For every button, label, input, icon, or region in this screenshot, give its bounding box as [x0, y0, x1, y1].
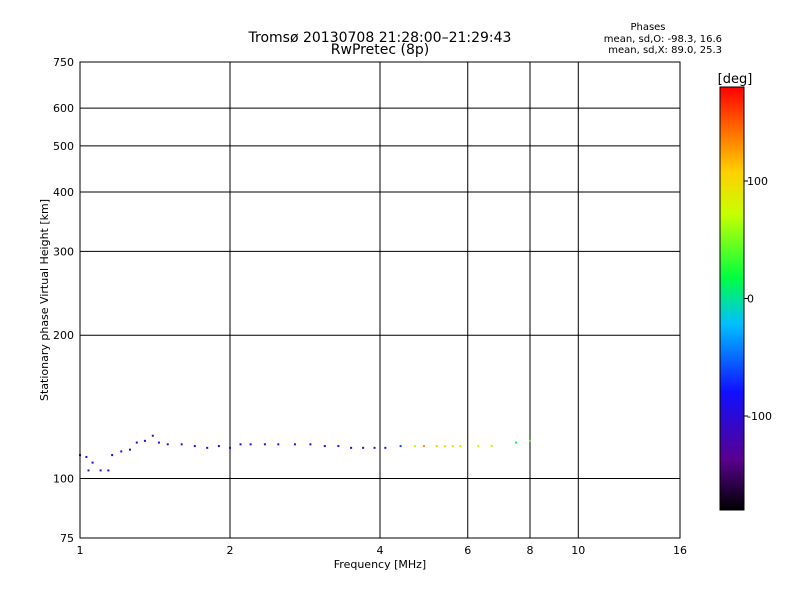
- colorbar-tick-label: 0: [747, 293, 754, 306]
- y-axis: 75 100 200 300 400 500 600 750: [53, 56, 74, 545]
- y-axis-label: Stationary phase Virtual Height [km]: [38, 199, 51, 401]
- data-point: [443, 445, 446, 448]
- data-points: [79, 434, 531, 472]
- colorbar-label: [deg]: [718, 72, 753, 87]
- x-axis-label: Frequency [MHz]: [334, 558, 426, 571]
- data-point: [143, 439, 146, 442]
- data-point: [91, 461, 94, 464]
- y-tick-label: 400: [53, 186, 74, 199]
- data-point: [107, 469, 110, 472]
- data-point: [422, 445, 425, 448]
- data-point: [111, 454, 114, 457]
- x-tick-label: 6: [464, 544, 471, 557]
- phases-heading: Phases: [630, 22, 665, 33]
- data-point: [293, 443, 296, 446]
- data-point: [384, 446, 387, 449]
- data-point: [135, 441, 138, 444]
- phases-mean-o: mean, sd,O: -98.3, 16.6: [604, 34, 722, 45]
- y-tick-label: 500: [53, 140, 74, 153]
- y-tick-label: 600: [53, 102, 74, 115]
- data-point: [85, 455, 88, 458]
- data-point: [337, 445, 340, 448]
- chart-subtitle: RwPretec (8p): [331, 42, 429, 58]
- data-point: [180, 443, 183, 446]
- data-point: [157, 441, 160, 444]
- data-point: [217, 445, 220, 448]
- data-point: [490, 445, 493, 448]
- y-tick-label: 750: [53, 56, 74, 69]
- data-point: [323, 445, 326, 448]
- y-tick-label: 100: [53, 473, 74, 486]
- data-point: [399, 445, 402, 448]
- data-point: [239, 443, 242, 446]
- colorbar-tick-label: -100: [747, 410, 772, 423]
- data-point: [350, 446, 353, 449]
- x-axis: 1 2 4 6 8 10 16: [77, 544, 688, 557]
- data-point: [99, 469, 102, 472]
- data-point: [529, 439, 531, 442]
- data-point: [515, 441, 518, 444]
- y-tick-label: 300: [53, 245, 74, 258]
- x-tick-label: 16: [673, 544, 687, 557]
- data-point: [87, 469, 90, 472]
- y-tick-label: 200: [53, 329, 74, 342]
- chart-title: Tromsø 20130708 21:28:00–21:29:43: [248, 30, 512, 46]
- x-tick-label: 2: [227, 544, 234, 557]
- x-tick-label: 8: [527, 544, 534, 557]
- x-tick-label: 1: [77, 544, 84, 557]
- data-point: [373, 446, 376, 449]
- data-point: [151, 434, 154, 437]
- data-point: [413, 445, 416, 448]
- data-point: [477, 445, 480, 448]
- data-point: [129, 448, 132, 451]
- data-point: [451, 445, 454, 448]
- x-tick-label: 10: [571, 544, 585, 557]
- data-point: [263, 443, 266, 446]
- phases-mean-x: mean, sd,X: 89.0, 25.3: [608, 45, 722, 56]
- data-point: [229, 446, 231, 449]
- data-point: [362, 446, 365, 449]
- data-point: [459, 445, 462, 448]
- data-point: [166, 443, 169, 446]
- data-point: [249, 443, 252, 446]
- data-point: [435, 445, 438, 448]
- data-point: [309, 443, 312, 446]
- data-point: [193, 445, 196, 448]
- grid: [80, 62, 680, 538]
- x-tick-label: 4: [377, 544, 384, 557]
- data-point: [206, 446, 209, 449]
- colorbar-ticks: 100 0 -100: [744, 175, 772, 423]
- colorbar-tick-label: 100: [747, 175, 768, 188]
- y-tick-label: 75: [60, 532, 74, 545]
- colorbar: [719, 86, 745, 511]
- data-point: [120, 450, 123, 453]
- data-point: [277, 443, 280, 446]
- plot-frame: [79, 61, 681, 539]
